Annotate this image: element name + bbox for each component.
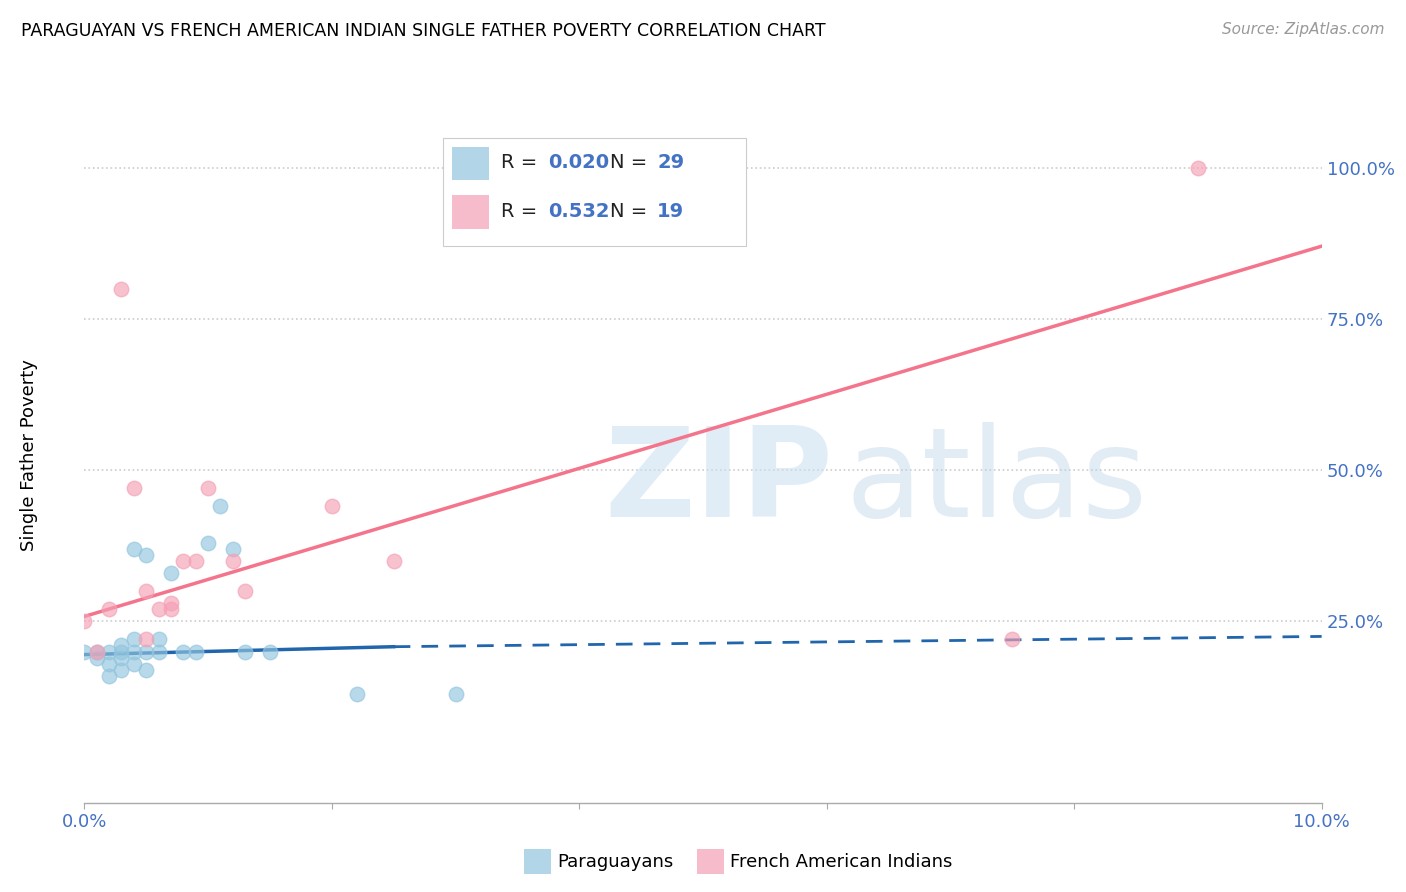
Text: 0.532: 0.532: [548, 202, 610, 221]
Point: [1187, 161, 1209, 175]
Point: [110, 644, 132, 658]
Point: [135, 632, 157, 647]
Point: [110, 639, 132, 653]
Point: [184, 644, 207, 658]
Bar: [523, 849, 551, 874]
Point: [160, 602, 183, 616]
Point: [122, 481, 145, 495]
Point: [135, 548, 157, 562]
Point: [160, 596, 183, 610]
Text: R =: R =: [502, 202, 544, 221]
Point: [197, 481, 219, 495]
Point: [110, 281, 132, 295]
Point: [160, 566, 183, 580]
Text: R =: R =: [502, 153, 544, 172]
Point: [98, 644, 121, 658]
Text: 0.020: 0.020: [548, 153, 609, 172]
Point: [135, 663, 157, 677]
Text: N =: N =: [610, 153, 654, 172]
Point: [122, 541, 145, 556]
Point: [259, 644, 281, 658]
Point: [172, 554, 194, 568]
Text: ZIP: ZIP: [605, 422, 832, 543]
Point: [1001, 632, 1024, 647]
Point: [98, 657, 121, 671]
Point: [86, 644, 108, 658]
Bar: [697, 849, 724, 874]
Point: [122, 657, 145, 671]
Point: [86, 644, 108, 658]
FancyBboxPatch shape: [443, 138, 747, 246]
Text: 29: 29: [657, 153, 685, 172]
Point: [233, 584, 256, 599]
Text: French American Indians: French American Indians: [730, 853, 953, 871]
Bar: [451, 146, 489, 180]
Point: [197, 535, 219, 549]
Point: [122, 644, 145, 658]
Point: [382, 554, 405, 568]
Point: [73, 615, 96, 629]
Point: [148, 632, 170, 647]
Text: atlas: atlas: [845, 422, 1147, 543]
Text: Single Father Poverty: Single Father Poverty: [20, 359, 38, 551]
Point: [184, 554, 207, 568]
Point: [86, 650, 108, 665]
Point: [444, 687, 467, 701]
Point: [98, 602, 121, 616]
Text: PARAGUAYAN VS FRENCH AMERICAN INDIAN SINGLE FATHER POVERTY CORRELATION CHART: PARAGUAYAN VS FRENCH AMERICAN INDIAN SIN…: [21, 22, 825, 40]
Point: [346, 687, 368, 701]
Point: [98, 669, 121, 683]
Text: Paraguayans: Paraguayans: [557, 853, 673, 871]
Point: [135, 644, 157, 658]
Point: [122, 632, 145, 647]
Point: [110, 663, 132, 677]
Point: [209, 500, 232, 514]
Point: [222, 541, 245, 556]
Point: [172, 644, 194, 658]
Bar: [451, 195, 489, 229]
Point: [321, 500, 343, 514]
Point: [148, 602, 170, 616]
Text: 19: 19: [657, 202, 685, 221]
Point: [233, 644, 256, 658]
Point: [73, 644, 96, 658]
Text: Source: ZipAtlas.com: Source: ZipAtlas.com: [1222, 22, 1385, 37]
Point: [135, 584, 157, 599]
Text: N =: N =: [610, 202, 654, 221]
Point: [148, 644, 170, 658]
Point: [110, 650, 132, 665]
Point: [222, 554, 245, 568]
